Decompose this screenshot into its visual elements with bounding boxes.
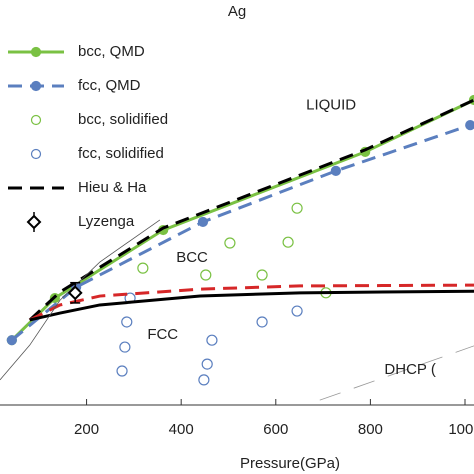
data-point — [330, 165, 341, 177]
data-point — [282, 236, 294, 248]
x-axis-label: Pressure(GPa) — [240, 455, 340, 472]
x-tick-label: 1000 — [448, 421, 474, 438]
legend-marker — [30, 46, 42, 58]
legend-label: fcc, QMD — [78, 77, 141, 94]
chart-title: Ag — [228, 3, 246, 20]
data-point — [201, 358, 213, 370]
series-line — [0, 219, 161, 381]
data-point — [206, 334, 218, 346]
legend-marker — [30, 148, 42, 160]
x-tick-label: 400 — [169, 421, 194, 438]
x-tick-label: 200 — [74, 421, 99, 438]
region-label: BCC — [176, 249, 208, 266]
data-point — [465, 120, 474, 131]
data-point — [197, 216, 209, 228]
data-point — [137, 262, 149, 274]
legend-marker — [26, 214, 42, 230]
x-tick-label: 600 — [263, 421, 288, 438]
data-point — [256, 316, 268, 328]
legend-marker — [30, 114, 42, 126]
data-point — [116, 365, 128, 377]
legend-label: Hieu & Ha — [78, 179, 147, 196]
region-label: FCC — [147, 326, 178, 343]
region-label: LIQUID — [306, 96, 356, 113]
legend-label: bcc, solidified — [78, 111, 168, 128]
data-point — [256, 269, 268, 281]
data-point — [119, 341, 131, 353]
data-point — [198, 374, 210, 386]
data-point — [6, 335, 17, 346]
legend-label: Lyzenga — [78, 213, 135, 230]
legend-marker — [30, 80, 42, 92]
data-point — [121, 316, 133, 328]
data-point — [291, 305, 303, 317]
legend-label: fcc, solidified — [78, 145, 164, 162]
data-point — [291, 202, 303, 214]
data-point — [224, 237, 236, 249]
data-point — [200, 269, 212, 281]
series-line — [319, 345, 474, 401]
region-label: DHCP ( — [384, 361, 435, 378]
legend-label: bcc, QMD — [78, 43, 145, 60]
series-line — [29, 289, 474, 322]
x-tick-label: 800 — [358, 421, 383, 438]
lyzenga-marker — [67, 285, 83, 301]
series-line — [28, 98, 474, 322]
